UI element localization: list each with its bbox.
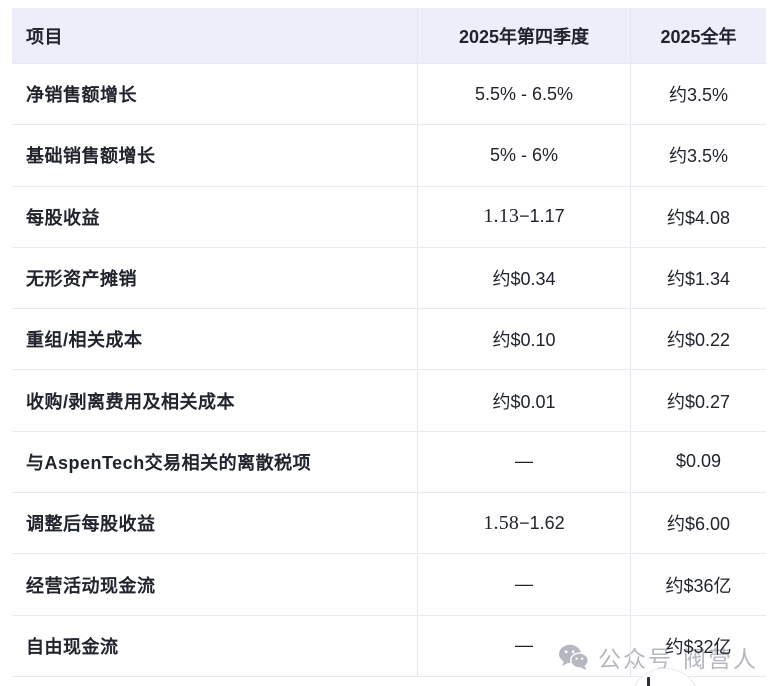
row-q4-value: 5% - 6%	[417, 125, 630, 186]
table-header-row: 项目 2025年第四季度 2025全年	[12, 8, 766, 64]
table-row: 净销售额增长 5.5% - 6.5% 约3.5%	[12, 64, 766, 126]
table-row: 自由现金流 — 约$32亿	[12, 615, 766, 677]
row-fy-value: 约$36亿	[630, 554, 766, 615]
table-row: 收购/剥离费用及相关成本 约$0.01 约$0.27	[12, 370, 766, 432]
table-body: 净销售额增长 5.5% - 6.5% 约3.5% 基础销售额增长 5% - 6% 约3.5…	[12, 64, 766, 677]
watermark: 公众号 阀营人	[558, 640, 758, 674]
row-fy-value: 约$6.00	[630, 493, 766, 554]
row-q4-value: —	[417, 554, 630, 615]
row-item-label: 经营活动现金流	[26, 575, 156, 596]
row-fy-value: 约$0.27	[630, 370, 766, 431]
row-item-label: 每股收益	[26, 207, 100, 228]
table-row: 无形资产摊销 约$0.34 约$1.34	[12, 247, 766, 310]
row-item-label: 重组/相关成本	[26, 330, 143, 351]
row-q4-value: 1.13 −1.17	[417, 186, 630, 247]
row-item-label: 与AspenTech交易相关的离散税项	[26, 452, 312, 473]
row-item-label: 基础销售额增长	[26, 146, 156, 167]
row-item-label: 收购/剥离费用及相关成本	[26, 391, 235, 412]
row-q4-value: 1.58 −1.62	[417, 493, 630, 554]
row-item-label: 无形资产摊销	[26, 269, 137, 290]
watermark-label: 公众号	[598, 646, 673, 672]
watermark-account: 阀营人	[683, 646, 758, 672]
row-fy-value: 约$32亿	[630, 615, 766, 676]
row-fy-value: 约3.5%	[630, 125, 766, 186]
row-item-label: 自由现金流	[26, 636, 119, 657]
guidance-table: 项目 2025年第四季度 2025全年 净销售额增长 5.5% - 6.5% 约3.…	[12, 8, 766, 677]
table-row: 调整后每股收益 1.58 −1.62 约$6.00	[12, 493, 766, 555]
table-row: 重组/相关成本 约$0.10 约$0.22	[12, 309, 766, 371]
row-q4-value: 约$0.01	[417, 370, 630, 431]
table-row: 每股收益 1.13 −1.17 约$4.08	[12, 186, 766, 248]
row-fy-value: 约$4.08	[630, 186, 766, 247]
row-q4-value: —	[417, 431, 630, 493]
column-header-fy-2025: 2025全年	[630, 8, 766, 63]
row-q4-value: —	[417, 615, 630, 676]
row-q4-value: 约$0.10	[417, 309, 630, 370]
row-item-label: 净销售额增长	[26, 85, 137, 106]
table-row: 基础销售额增长 5% - 6% 约3.5%	[12, 125, 766, 187]
row-item-label: 调整后每股收益	[26, 514, 156, 535]
row-fy-value: 约$0.22	[630, 309, 766, 370]
row-fy-value: 约$1.34	[630, 247, 766, 309]
row-fy-value: 约3.5%	[630, 64, 766, 125]
table-row: 经营活动现金流 — 约$36亿	[12, 554, 766, 616]
row-fy-value: $0.09	[630, 431, 766, 493]
floating-button-icon	[647, 677, 650, 686]
column-header-item: 项目	[26, 26, 63, 47]
table-row: 与AspenTech交易相关的离散税项 — $0.09	[12, 431, 766, 494]
wechat-icon	[558, 644, 589, 671]
row-q4-value: 约$0.34	[417, 247, 630, 309]
column-header-q4-2025: 2025年第四季度	[417, 8, 630, 63]
row-q4-value: 5.5% - 6.5%	[417, 64, 630, 125]
